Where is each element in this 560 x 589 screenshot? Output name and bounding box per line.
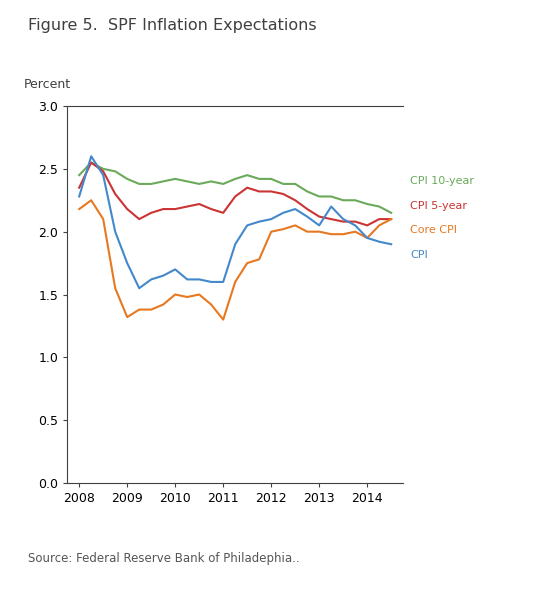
Text: Figure 5.  SPF Inflation Expectations: Figure 5. SPF Inflation Expectations <box>28 18 316 32</box>
Text: CPI 5-year: CPI 5-year <box>410 201 467 211</box>
Text: Percent: Percent <box>24 78 71 91</box>
Text: CPI: CPI <box>410 250 428 260</box>
Text: CPI 10-year: CPI 10-year <box>410 177 474 186</box>
Text: Source: Federal Reserve Bank of Philadephia..: Source: Federal Reserve Bank of Philadep… <box>28 552 300 565</box>
Text: Core CPI: Core CPI <box>410 226 457 236</box>
